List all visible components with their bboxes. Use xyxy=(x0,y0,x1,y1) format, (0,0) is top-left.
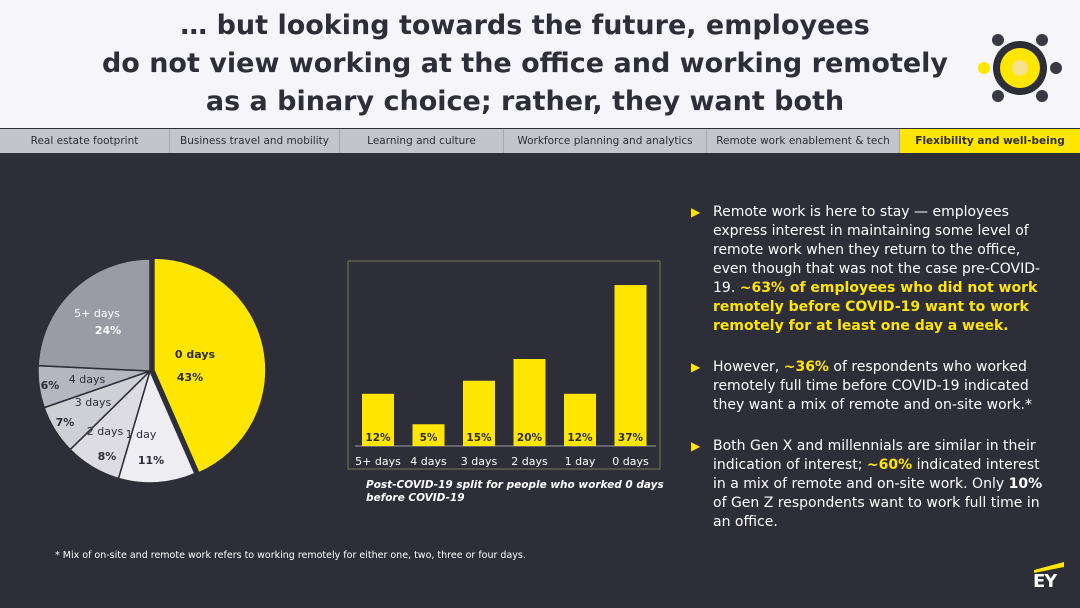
bar-category-label-0: 5+ days xyxy=(355,455,401,468)
bullet-2: ▶ However, ~36% of respondents who worke… xyxy=(690,358,1050,415)
bullet-3-text-a: Both Gen X and millennials are similar i… xyxy=(713,438,1036,473)
topic-tabs: Real estate footprint Business travel an… xyxy=(0,129,1080,153)
pie-label-4: 4 days xyxy=(69,373,106,386)
header: … but looking towards the future, employ… xyxy=(0,0,1080,128)
bar-value-label-3: 20% xyxy=(517,432,543,444)
tab-real-estate-footprint[interactable]: Real estate footprint xyxy=(0,129,170,153)
pie-value-label-5: 24% xyxy=(95,324,121,337)
pie-label-2: 2 days xyxy=(87,425,124,438)
bullet-2-text-b: of respondents who worked remotely full … xyxy=(713,359,1032,413)
bullet-1-text: Remote work is here to stay — employees … xyxy=(713,204,1041,296)
tab-workforce-planning[interactable]: Workforce planning and analytics xyxy=(504,129,707,153)
pie-value-label-0: 43% xyxy=(177,371,203,384)
tab-learning-culture[interactable]: Learning and culture xyxy=(340,129,504,153)
bullet-2-text-a: However, xyxy=(713,359,784,375)
triangle-bullet-icon: ▶ xyxy=(691,205,701,219)
bar-value-label-1: 5% xyxy=(420,432,438,444)
pie-label-3: 3 days xyxy=(75,396,112,409)
bullet-3-bold: 10% xyxy=(1008,476,1043,492)
title-line-2: do not view working at the office and wo… xyxy=(101,48,949,79)
key-findings: ▶ Remote work is here to stay — employee… xyxy=(690,203,1050,554)
bar-value-label-4: 12% xyxy=(567,432,593,444)
bar-3-days xyxy=(463,380,495,446)
bar-category-label-1: 4 days xyxy=(410,455,447,468)
pie-label-0: 0 days xyxy=(175,348,216,361)
title-line-1: … but looking towards the future, employ… xyxy=(180,10,870,41)
bar-5-days xyxy=(362,393,394,446)
pie-label-1: 1 day xyxy=(126,428,157,441)
framework-wheel-icon xyxy=(978,34,1062,102)
bullet-1-highlight: ~63% of employees who did not work remot… xyxy=(713,280,1038,334)
pie-slice-0-days xyxy=(153,257,267,474)
bullet-3-highlight: ~60% xyxy=(866,457,913,473)
bar-value-label-5: 37% xyxy=(618,432,644,444)
bar-chart: 12% 5+ days 5% 4 days 15% 3 days 20% 2 days 12% 1… xyxy=(347,260,661,470)
pie-value-label-3: 7% xyxy=(56,416,75,429)
pie-value-label-2: 8% xyxy=(98,450,117,463)
bar-2-days xyxy=(513,359,546,446)
triangle-bullet-icon: ▶ xyxy=(691,360,701,374)
bullet-3-text-b: indicated interest in a mix of remote an… xyxy=(713,457,1040,492)
bar-category-label-3: 2 days xyxy=(511,455,548,468)
pie-label-5: 5+ days xyxy=(74,307,120,320)
bar-category-label-2: 3 days xyxy=(461,455,498,468)
bullet-2-highlight: ~36% xyxy=(783,359,829,375)
bullet-1: ▶ Remote work is here to stay — employee… xyxy=(690,203,1050,336)
bar-category-label-4: 1 day xyxy=(565,455,596,468)
ey-logo-icon xyxy=(1034,562,1064,573)
bar-category-label-5: 0 days xyxy=(612,455,649,468)
title-line-3: as a binary choice; rather, they want bo… xyxy=(205,86,845,117)
bullet-3: ▶ Both Gen X and millennials are similar… xyxy=(690,437,1050,532)
bar-1-day xyxy=(564,393,596,446)
page-title: … but looking towards the future, employ… xyxy=(60,7,990,121)
bullet-3-text-c: of Gen Z respondents want to work full t… xyxy=(713,495,1040,530)
bar-value-label-0: 12% xyxy=(365,432,391,444)
bar-0-days xyxy=(614,285,647,446)
bar-4-days xyxy=(412,424,445,446)
footnote: * Mix of on-site and remote work refers … xyxy=(55,550,526,561)
tab-flexibility-wellbeing[interactable]: Flexibility and well-being xyxy=(900,129,1080,153)
tab-remote-work-tech[interactable]: Remote work enablement & tech xyxy=(707,129,900,153)
pie-slice-5-days xyxy=(37,258,151,372)
pie-slice-1-day xyxy=(117,368,196,484)
tab-business-travel[interactable]: Business travel and mobility xyxy=(170,129,340,153)
ey-logo-text: EY xyxy=(1033,571,1057,592)
bar-chart-frame xyxy=(347,260,661,470)
bar-chart-caption: Post-COVID-19 split for people who worke… xyxy=(366,479,664,504)
triangle-bullet-icon: ▶ xyxy=(691,439,701,453)
pie-value-label-4: 6% xyxy=(41,379,60,392)
bar-value-label-2: 15% xyxy=(466,432,492,444)
pie-value-label-1: 11% xyxy=(138,454,164,467)
